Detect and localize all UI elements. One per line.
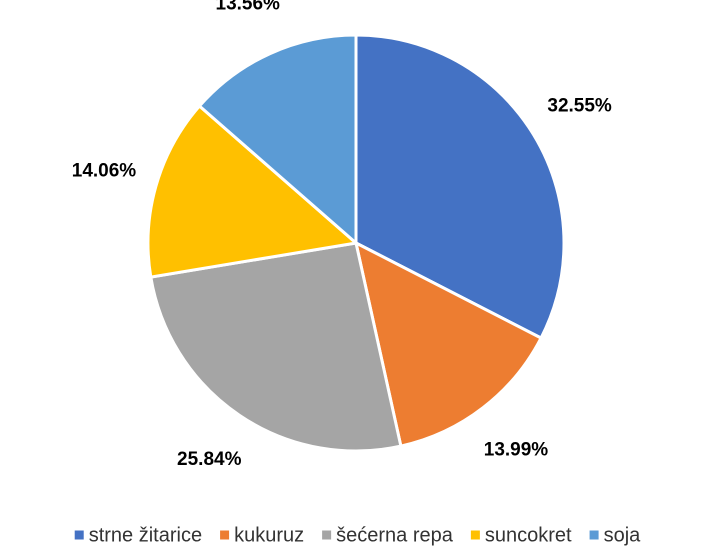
- legend-swatch: [589, 530, 599, 540]
- data-label: 25.84%: [177, 449, 242, 470]
- pie-slice: [146, 103, 360, 279]
- legend-label: suncokret: [485, 524, 572, 546]
- legend-label: kukuruz: [234, 524, 304, 546]
- legend-label: strne žitarice: [89, 524, 202, 546]
- legend-swatch: [322, 530, 332, 540]
- data-label: 13.99%: [484, 439, 549, 460]
- data-label: 14.06%: [72, 160, 137, 181]
- data-label: 13.56%: [216, 0, 281, 14]
- legend-label: šećerna repa: [336, 524, 454, 546]
- data-label: 32.55%: [547, 95, 612, 116]
- legend-swatch: [220, 530, 230, 540]
- pie-slice: [354, 33, 566, 341]
- legend-swatch: [74, 530, 84, 540]
- pie-slice: [149, 241, 403, 453]
- pie-slice: [353, 240, 544, 448]
- legend-swatch: [470, 530, 480, 540]
- legend-label: soja: [604, 524, 642, 546]
- pie-slice: [197, 33, 358, 247]
